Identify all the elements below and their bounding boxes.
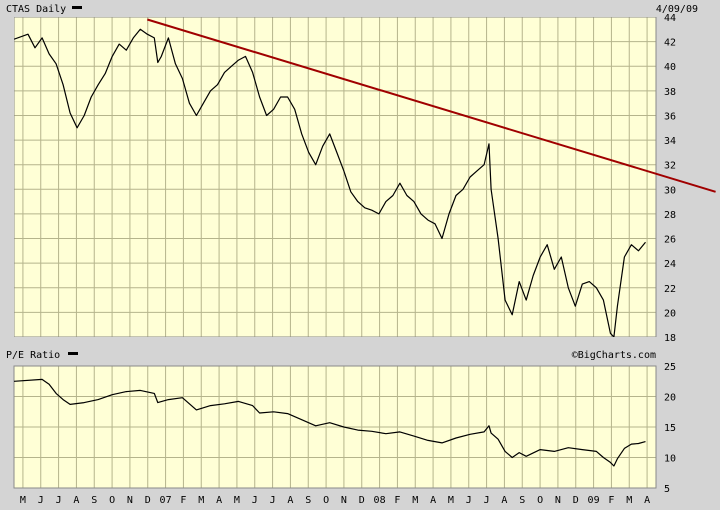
x-tick-label: A	[73, 495, 79, 506]
x-tick-label: M	[448, 495, 454, 506]
x-tick-label: J	[484, 495, 490, 506]
x-tick-label: F	[394, 495, 400, 506]
x-tick-label: O	[109, 495, 115, 506]
pe-y-tick-label: 20	[664, 393, 676, 404]
x-tick-label: N	[555, 495, 561, 506]
x-axis: M J J A S O N D 07 F M A M J J A S O N D 08 F M A M J J A S O N D 09 F M A	[20, 495, 650, 506]
x-tick-label: N	[127, 495, 133, 506]
price-y-tick-label: 20	[664, 308, 676, 319]
price-series-ctas	[14, 28, 646, 337]
x-tick-label: M	[20, 495, 26, 506]
price-y-tick-label: 32	[664, 161, 676, 172]
x-tick-label: A	[287, 495, 293, 506]
price-y-tick-label: 28	[664, 210, 676, 221]
x-tick-label: M	[198, 495, 204, 506]
x-tick-label: O	[537, 495, 543, 506]
price-frame	[14, 17, 657, 337]
x-tick-label: A	[644, 495, 650, 506]
legend-swatch-price	[72, 6, 82, 9]
price-y-tick-label: 40	[664, 62, 676, 73]
x-tick-label: 09	[588, 495, 600, 506]
x-tick-label: S	[519, 495, 525, 506]
x-tick-label: F	[608, 495, 614, 506]
price-y-tick-label: 18	[664, 333, 676, 344]
price-chart-title: CTAS Daily	[6, 4, 66, 15]
credit-text: ©BigCharts.com	[572, 350, 656, 361]
x-tick-label: F	[180, 495, 186, 506]
pe-y-tick-label: 5	[664, 484, 670, 495]
price-y-tick-label: 30	[664, 185, 676, 196]
price-panel	[14, 17, 716, 337]
x-tick-label: D	[359, 495, 365, 506]
pe-y-tick-label: 15	[664, 423, 676, 434]
x-tick-label: J	[38, 495, 44, 506]
x-tick-label: 08	[374, 495, 386, 506]
x-tick-label: S	[91, 495, 97, 506]
x-tick-label: A	[501, 495, 507, 506]
x-tick-label: A	[216, 495, 222, 506]
price-y-tick-label: 44	[664, 13, 676, 24]
x-tick-label: J	[252, 495, 258, 506]
x-tick-label: M	[626, 495, 632, 506]
legend-swatch-pe	[68, 352, 78, 355]
pe-series-p-e-ratio	[13, 378, 646, 467]
price-y-tick-label: 42	[664, 38, 676, 49]
x-tick-label: O	[323, 495, 329, 506]
x-tick-label: D	[573, 495, 579, 506]
pe-y-tick-label: 25	[664, 362, 676, 373]
price-y-tick-label: 34	[664, 136, 676, 147]
price-y-tick-label: 26	[664, 235, 676, 246]
price-series-trendline	[147, 18, 716, 193]
x-tick-label: M	[234, 495, 240, 506]
x-tick-label: A	[430, 495, 436, 506]
x-tick-label: S	[305, 495, 311, 506]
price-y-tick-label: 24	[664, 259, 676, 270]
x-tick-label: J	[466, 495, 472, 506]
pe-chart-title: P/E Ratio	[6, 350, 60, 361]
x-tick-label: 07	[160, 495, 172, 506]
x-tick-label: N	[341, 495, 347, 506]
price-plot-area	[14, 17, 656, 337]
x-tick-label: J	[270, 495, 276, 506]
price-y-tick-label: 38	[664, 87, 676, 98]
chart-date: 4/09/09	[656, 4, 698, 15]
pe-y-tick-label: 10	[664, 454, 676, 465]
price-y-tick-label: 22	[664, 284, 676, 295]
x-tick-label: M	[412, 495, 418, 506]
pe-panel: 5 10 15 20 25	[13, 362, 676, 495]
x-tick-label: D	[145, 495, 151, 506]
pe-frame	[13, 365, 657, 489]
x-tick-label: J	[56, 495, 62, 506]
price-y-tick-label: 36	[664, 111, 676, 122]
